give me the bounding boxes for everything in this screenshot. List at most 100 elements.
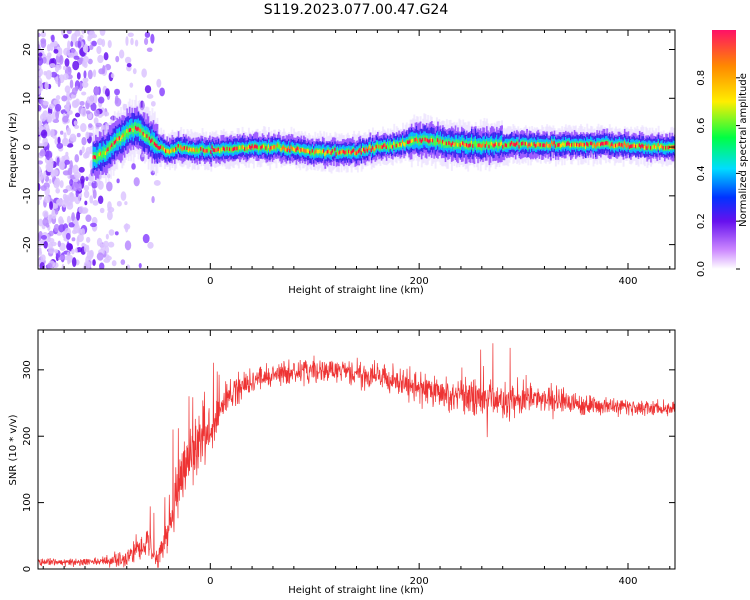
spectral-peak xyxy=(514,143,517,147)
spectral-peak xyxy=(306,148,309,153)
noise-blob xyxy=(58,224,65,233)
spectral-peak xyxy=(569,143,572,148)
spectral-peak xyxy=(468,143,471,148)
noise-blob xyxy=(48,178,52,184)
spectral-peak xyxy=(648,145,651,150)
noise-blob xyxy=(38,32,41,38)
spectral-peak xyxy=(251,144,254,148)
spectral-peak xyxy=(559,144,562,148)
spectral-peak xyxy=(332,149,336,154)
spectral-peak xyxy=(552,142,555,146)
spectral-peak xyxy=(312,151,316,156)
noise-blob xyxy=(144,85,152,94)
spectral-peak xyxy=(499,142,502,147)
spectral-peak xyxy=(454,142,457,146)
noise-blob xyxy=(65,232,71,240)
spectral-peak xyxy=(151,138,154,143)
spectrogram-x-axis-label: Height of straight line (km) xyxy=(288,285,424,296)
spectral-peak xyxy=(297,147,301,151)
spectral-peak xyxy=(381,145,385,149)
spectral-peak xyxy=(246,146,249,151)
spectral-peak xyxy=(637,144,640,149)
noise-blob xyxy=(124,201,128,206)
spectral-peak xyxy=(205,149,208,153)
noise-blob xyxy=(78,166,85,173)
spectral-peak xyxy=(187,148,190,153)
spectral-peak xyxy=(654,145,658,150)
spectral-peak xyxy=(406,140,410,145)
spectral-peak xyxy=(96,155,99,160)
noise-blob xyxy=(144,31,151,38)
spectrogram-content xyxy=(38,30,675,269)
spectral-peak xyxy=(441,139,445,144)
spectral-peak xyxy=(494,142,497,147)
spectral-peak xyxy=(113,140,116,145)
spectral-peak xyxy=(455,141,458,146)
spectral-peak xyxy=(608,142,611,147)
spectral-peak xyxy=(396,142,400,147)
spectral-peak xyxy=(231,148,234,152)
noise-blob xyxy=(99,30,106,36)
noise-blob xyxy=(70,93,76,99)
noise-blob xyxy=(38,56,44,66)
noise-blob xyxy=(67,167,73,176)
spectral-peak xyxy=(524,141,527,146)
spectral-peak xyxy=(114,139,118,144)
noise-blob xyxy=(76,132,81,138)
noise-blob xyxy=(126,63,132,68)
noise-blob xyxy=(50,42,56,47)
spectral-peak xyxy=(102,150,105,155)
noise-blob xyxy=(97,54,104,64)
spectral-peak xyxy=(484,144,487,148)
noise-blob xyxy=(42,210,49,218)
noise-blob xyxy=(55,103,62,112)
spectral-peak xyxy=(317,149,321,154)
spectral-peak xyxy=(572,143,575,147)
spectral-peak xyxy=(457,143,460,147)
spectral-peak xyxy=(223,147,227,152)
spectral-peak xyxy=(525,141,529,146)
spectral-peak xyxy=(200,147,203,151)
spectral-peak xyxy=(222,146,225,151)
spectral-peak xyxy=(465,142,468,147)
spectral-peak xyxy=(555,143,559,148)
spectral-peak xyxy=(274,145,277,149)
spectral-peak xyxy=(523,141,526,146)
spectral-peak xyxy=(330,151,333,155)
spectral-peak xyxy=(512,142,515,146)
spectral-peak xyxy=(373,147,376,152)
spectral-peak xyxy=(186,146,189,151)
spectral-peak xyxy=(587,143,590,147)
noise-blob xyxy=(38,199,41,206)
spectral-peak xyxy=(557,143,560,147)
spectral-peak xyxy=(591,141,594,146)
spectral-peak xyxy=(643,146,646,150)
noise-blob xyxy=(103,240,109,248)
spectral-peak xyxy=(279,145,282,149)
spectral-peak xyxy=(391,144,395,149)
spectral-peak xyxy=(479,143,482,148)
noise-blob xyxy=(38,104,42,112)
spectral-peak xyxy=(136,127,139,131)
noise-blob xyxy=(74,248,78,253)
noise-blob xyxy=(44,81,49,91)
noise-blob xyxy=(66,127,72,136)
spectral-peak xyxy=(144,134,148,138)
noise-blob xyxy=(92,69,97,78)
spectral-peak xyxy=(304,149,307,153)
snr-content xyxy=(38,343,675,568)
spectral-peak xyxy=(478,143,481,147)
spectral-peak xyxy=(665,145,668,150)
spectral-peak xyxy=(344,150,347,155)
noise-blob xyxy=(38,52,43,57)
spectral-peak xyxy=(638,143,641,147)
spectral-peak xyxy=(319,149,322,153)
spectral-peak xyxy=(275,146,278,150)
spectral-peak xyxy=(137,126,140,131)
spectral-peak xyxy=(423,137,426,141)
noise-blob xyxy=(66,251,71,260)
noise-blob xyxy=(38,164,41,172)
spectral-peak xyxy=(652,145,655,149)
spectral-peak xyxy=(280,147,283,152)
spectral-peak xyxy=(507,143,510,148)
